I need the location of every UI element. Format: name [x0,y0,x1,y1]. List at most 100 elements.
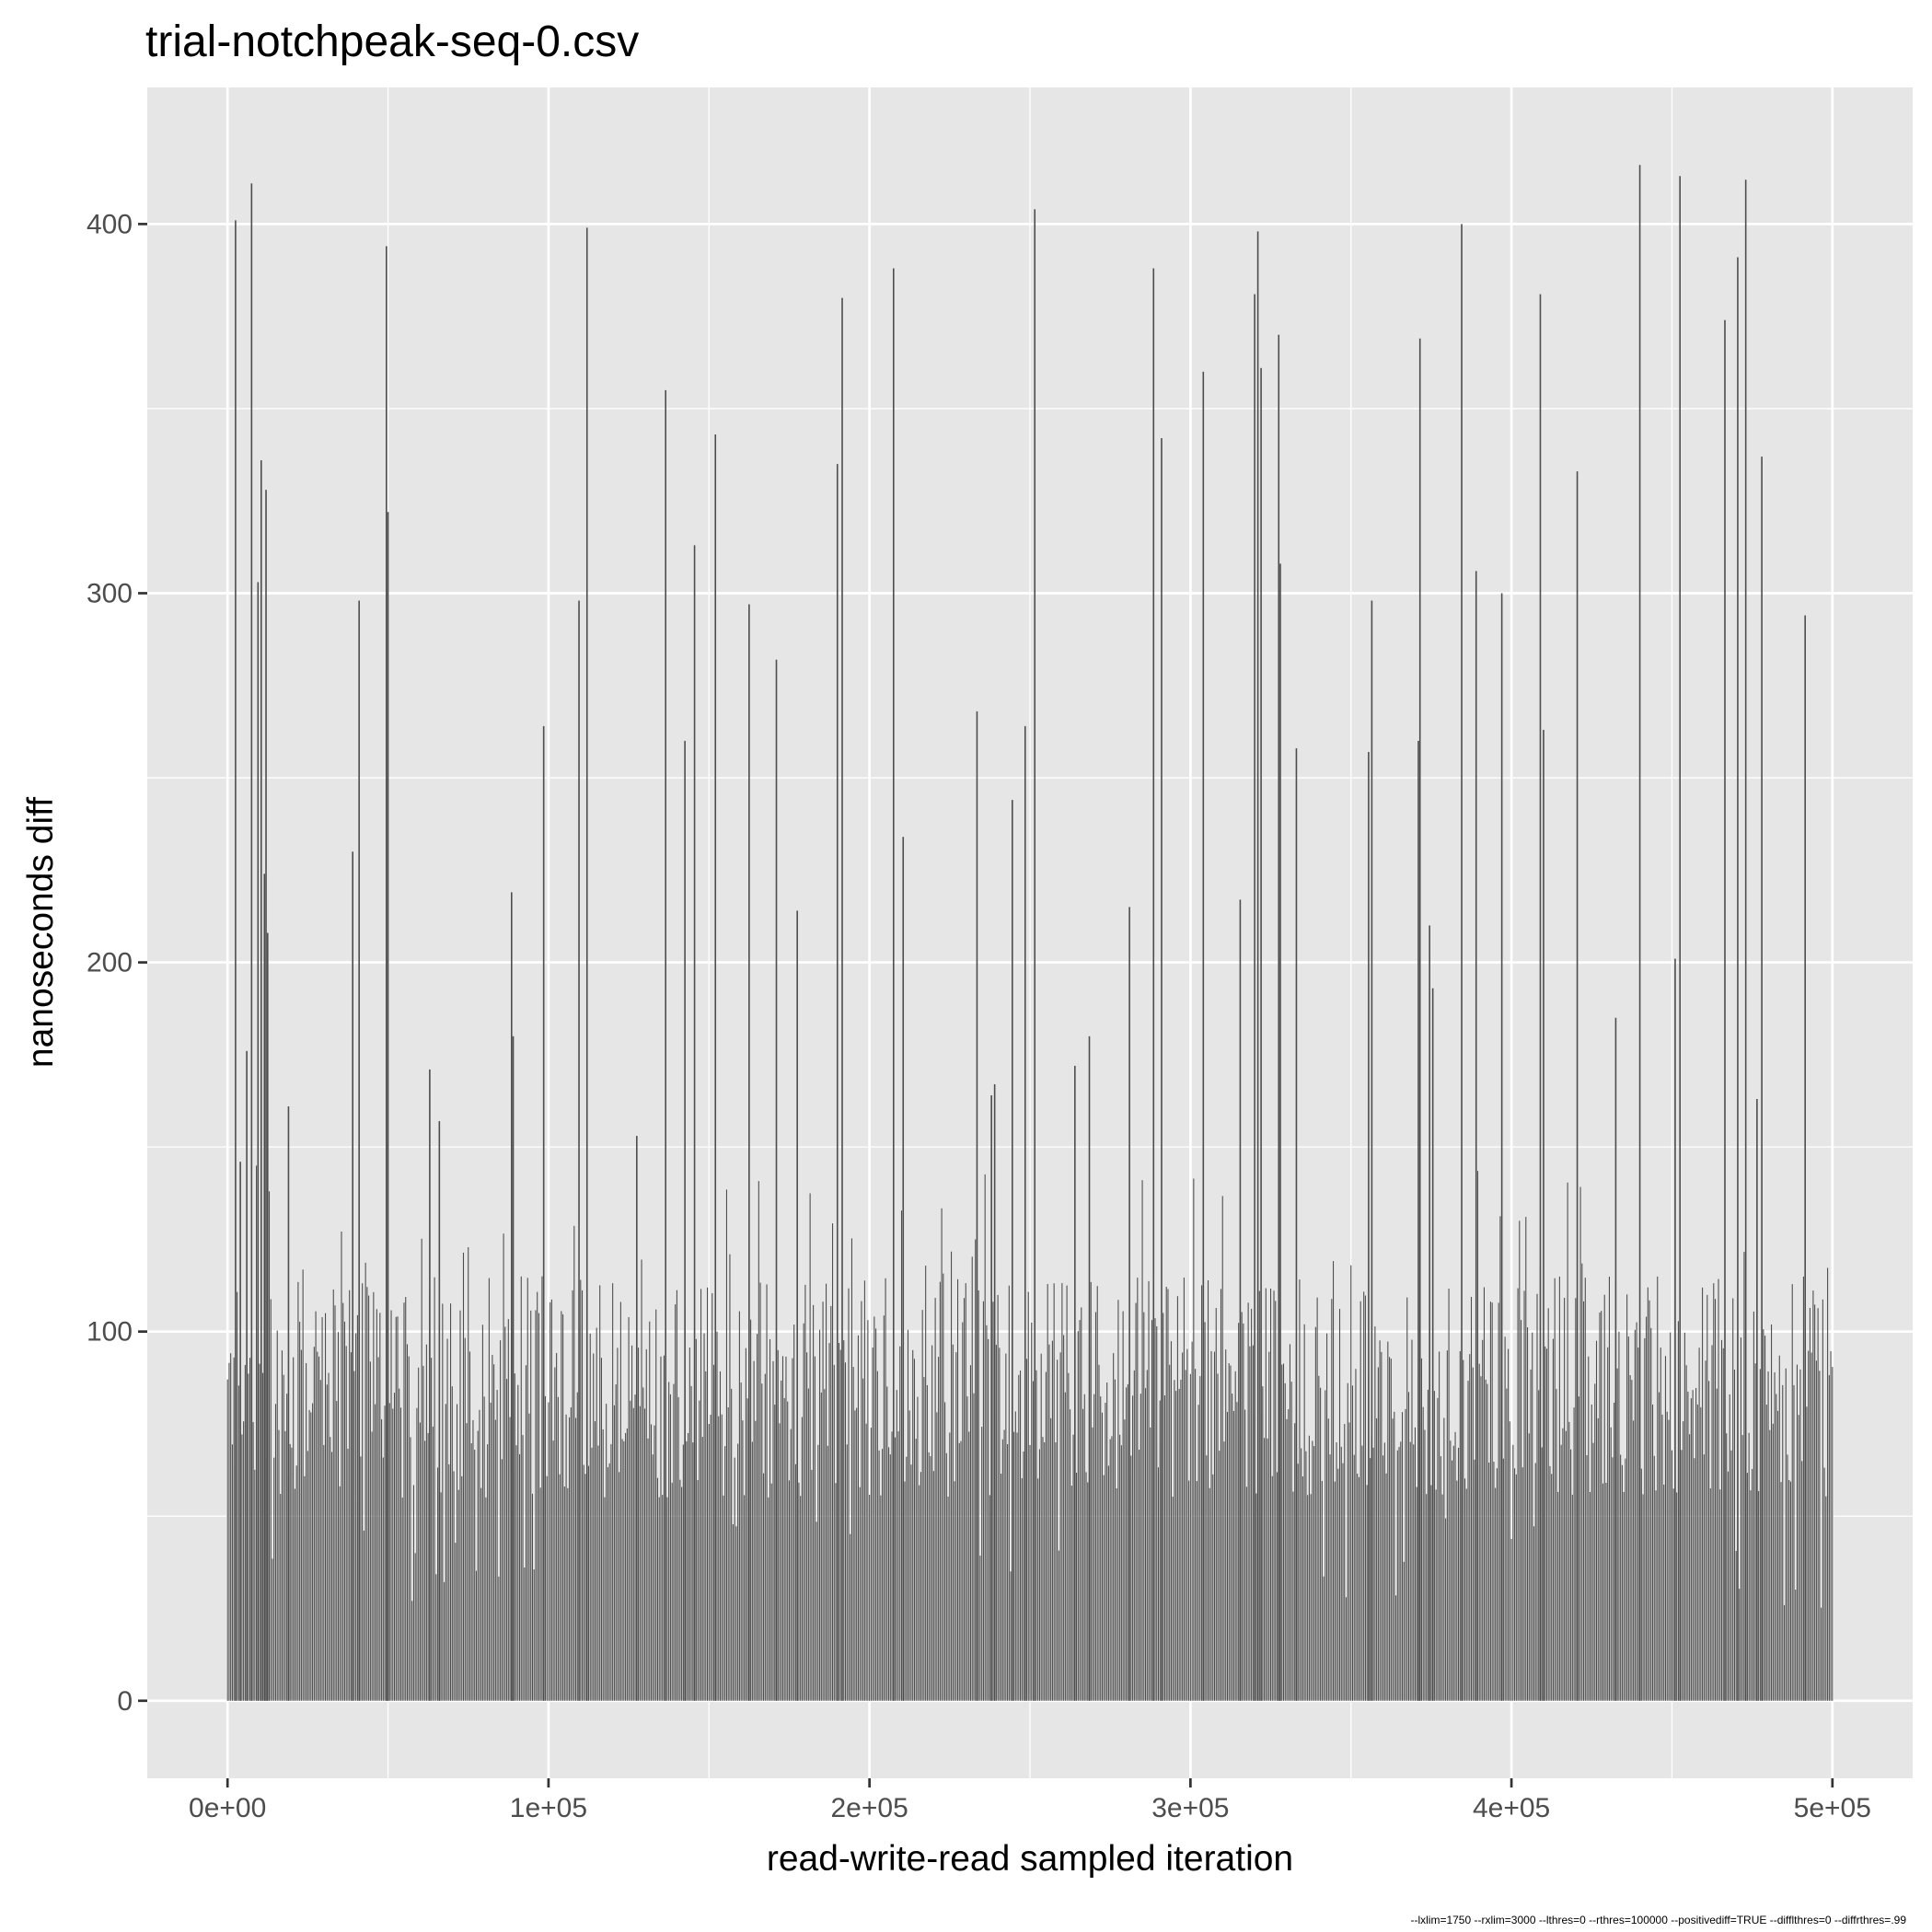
bar-peak [1737,257,1739,1701]
bar [1474,1459,1475,1701]
bar [1213,1351,1216,1701]
bar [1683,1332,1685,1701]
bar [1610,1427,1612,1701]
bar [1830,1351,1832,1701]
bar [899,1346,901,1701]
bar [544,1395,546,1701]
bar [989,1495,990,1701]
bar [1541,1447,1543,1701]
bar [1469,1354,1471,1701]
bar [1575,1298,1577,1701]
bar [1064,1392,1066,1701]
bar [1111,1436,1113,1701]
bar [746,1398,748,1701]
bar [248,1373,249,1701]
bar [882,1449,884,1701]
bar-peak [438,1121,441,1701]
bar [1703,1454,1705,1701]
bar [1650,1327,1652,1701]
bar [1605,1482,1607,1701]
bar [1201,1285,1203,1701]
bar [1440,1456,1441,1701]
bar [1808,1350,1810,1701]
bar [315,1311,317,1701]
bar [673,1383,675,1701]
bar [945,1452,947,1701]
bar [1143,1312,1145,1701]
bar [1082,1408,1084,1701]
bar [1053,1283,1055,1701]
bar [1433,1391,1435,1701]
bar [412,1485,414,1701]
bar [1122,1311,1124,1701]
bar [706,1287,709,1701]
bar [1387,1341,1389,1701]
bar [981,1426,983,1701]
bar [880,1495,882,1701]
bar [1795,1590,1797,1701]
bar [1364,1295,1366,1701]
bar [1271,1475,1273,1701]
bar [830,1305,832,1701]
bar [850,1238,852,1701]
bar [444,1581,445,1701]
bar [804,1284,806,1701]
bar [530,1310,532,1701]
bar [1370,1458,1371,1701]
bar [437,1467,439,1701]
bar [735,1526,737,1701]
bar [1545,1348,1547,1701]
bar-peak [684,740,686,1701]
bar [952,1344,954,1701]
bar [891,1431,893,1701]
bar [364,1262,366,1701]
bar [321,1317,323,1701]
bar [1660,1348,1661,1701]
bar [1130,1455,1132,1701]
bar-peak [902,837,905,1701]
bar [966,1396,968,1701]
bar [518,1453,521,1701]
bar [1094,1312,1097,1701]
bar-peak [892,268,895,1701]
bar [270,1299,272,1701]
bar [1182,1352,1184,1701]
bar [979,1556,981,1701]
bar [671,1482,673,1701]
bar [1027,1291,1029,1701]
bar [1661,1414,1663,1701]
bar [772,1360,774,1701]
bar [738,1311,740,1701]
bar [1225,1349,1227,1701]
bar [920,1472,921,1701]
bar [1252,1345,1254,1701]
bar [393,1393,396,1701]
bar [1212,1474,1214,1701]
bar [312,1403,314,1701]
bar [280,1494,282,1701]
bar [1401,1412,1404,1701]
bar [652,1454,654,1701]
bar [1409,1441,1411,1701]
bar [1079,1320,1081,1701]
bar [1465,1488,1467,1701]
bar [317,1351,318,1701]
bar [1042,1437,1044,1701]
bar [1519,1221,1521,1701]
bar [1689,1434,1691,1701]
bar [1499,1216,1501,1701]
bar [470,1442,472,1701]
bar [632,1407,634,1701]
bar [230,1353,232,1701]
bar [1427,1389,1429,1701]
bar [995,1345,997,1701]
bar [729,1254,731,1701]
bar [1785,1368,1787,1701]
bar [306,1362,307,1701]
bar [1536,1293,1538,1701]
bar [1568,1421,1570,1701]
bar [930,1456,931,1701]
bar [276,1330,278,1701]
bar-peak [1254,294,1255,1701]
